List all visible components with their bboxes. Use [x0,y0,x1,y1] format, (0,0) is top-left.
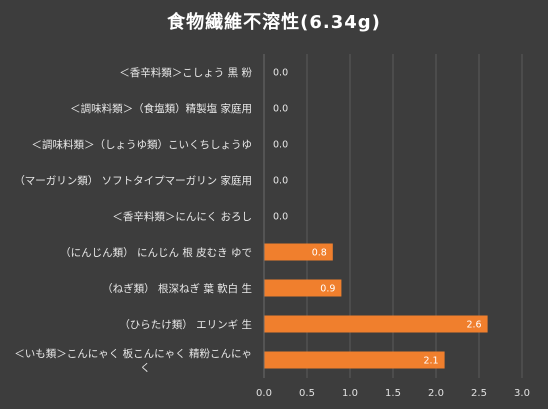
category-label: （ひらたけ類） エリンギ 生 [119,318,252,331]
bar [264,279,342,297]
x-tick-label: 0.0 [256,388,272,399]
bar [264,243,333,261]
data-label: 0.9 [320,284,335,295]
category-label: ＜調味料類＞（しょうゆ類）こいくちしょうゆ [32,138,253,151]
data-label: 0.8 [312,248,327,259]
data-label: 0.0 [273,104,288,115]
category-label: ＜香辛料類＞にんにく おろし [112,210,252,223]
data-label: 2.6 [466,320,481,331]
bar [264,315,488,333]
category-label: （にんじん類） にんじん 根 皮むき ゆで [60,246,252,259]
x-tick-label: 0.5 [299,388,315,399]
data-label: 0.0 [273,68,288,79]
category-label: ＜香辛料類＞こしょう 黒 粉 [119,66,252,79]
x-tick-label: 2.5 [471,388,487,399]
category-label: （マーガリン類） ソフトタイプマーガリン 家庭用 [14,174,252,187]
data-label: 0.0 [273,212,288,223]
category-label: （ねぎ類） 根深ねぎ 葉 軟白 生 [102,282,252,295]
data-label: 0.0 [273,140,288,151]
data-label: 0.0 [273,176,288,187]
x-tick-label: 1.0 [342,388,358,399]
x-tick-label: 3.0 [514,388,530,399]
category-label: ＜調味料類＞（食塩類）精製塩 家庭用 [70,102,252,115]
x-tick-label: 2.0 [428,388,444,399]
bar [264,351,445,369]
category-label: ＜いも類＞こんにゃく 板こんにゃく 精粉こんにゃく [14,347,252,374]
data-label: 2.1 [423,356,438,367]
chart-title: 食物繊維不溶性(6.34g) [167,12,381,33]
x-tick-label: 1.5 [385,388,401,399]
